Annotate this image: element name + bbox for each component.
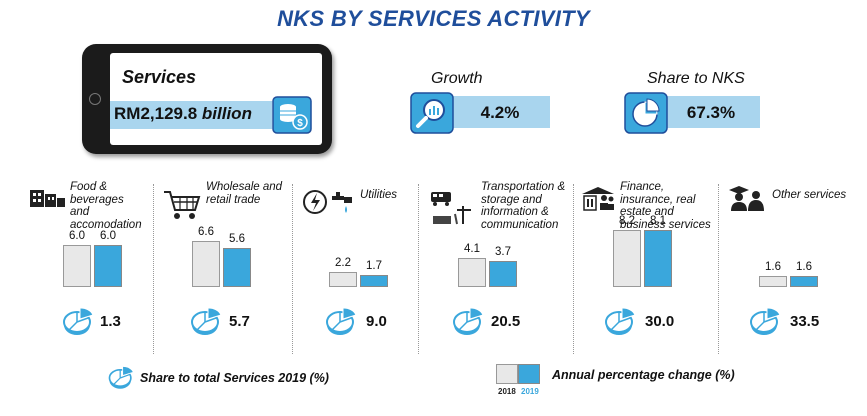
bar-label-2018-wholesale: 6.6 bbox=[198, 225, 214, 238]
legend-pie-icon bbox=[106, 364, 136, 392]
bar-2018-transport bbox=[458, 258, 486, 287]
bar-2019-wholesale bbox=[223, 247, 251, 287]
svg-text:$: $ bbox=[297, 118, 303, 129]
people-icon bbox=[729, 186, 764, 211]
bar-label-2019-transport: 3.7 bbox=[495, 246, 511, 259]
shopping-cart-icon bbox=[164, 191, 201, 219]
magnifier-chart-icon bbox=[410, 92, 454, 134]
sector-divider bbox=[292, 184, 293, 354]
sector-divider bbox=[718, 184, 719, 354]
sector-name-transport: Transportation & storage and information &… bbox=[481, 181, 566, 231]
share-value-transport: 20.5 bbox=[491, 313, 521, 330]
sector-name-wholesale: Wholesale and retail trade bbox=[206, 181, 283, 206]
growth-label: Growth bbox=[431, 70, 483, 87]
sector-divider bbox=[418, 184, 419, 354]
bar-label-2019-finance: 8.1 bbox=[650, 215, 666, 228]
utilities-icon bbox=[303, 190, 352, 214]
services-label: Services bbox=[122, 67, 197, 87]
share-value-other: 33.5 bbox=[790, 313, 820, 330]
coins-icon: $ bbox=[272, 96, 312, 134]
bar-2018-wholesale bbox=[192, 240, 220, 287]
legend-share-text: Share to total Services 2019 (%) bbox=[140, 371, 329, 385]
services-value-amount: RM2,129.8 bbox=[114, 104, 198, 123]
services-value-band bbox=[110, 101, 272, 129]
bar-label-2018-utilities: 2.2 bbox=[335, 256, 351, 269]
pie-chart-icon bbox=[624, 92, 668, 134]
legend-annual-text: Annual percentage change (%) bbox=[552, 368, 735, 382]
bar-label-2019-utilities: 1.7 bbox=[366, 260, 382, 273]
sector-name-other: Other services bbox=[772, 189, 847, 201]
bar-label-2018-finance: 8.2 bbox=[619, 214, 635, 227]
legend-year-2019: 2019 bbox=[521, 387, 539, 396]
sector-name-finance: Finance, insurance, real estate and busines… bbox=[620, 181, 711, 231]
bar-label-2019-other: 1.6 bbox=[796, 260, 812, 273]
sector-name-utilities: Utilities bbox=[360, 189, 398, 201]
tablet-home-button bbox=[89, 93, 101, 105]
bar-2019-food bbox=[94, 245, 122, 287]
bar-2019-other bbox=[790, 275, 818, 287]
sector-divider bbox=[573, 184, 574, 354]
share-value-utilities: 9.0 bbox=[366, 313, 387, 330]
bar-label-2018-other: 1.6 bbox=[765, 260, 781, 273]
share-pie-icon bbox=[189, 305, 223, 339]
legend-year-2018: 2018 bbox=[498, 387, 516, 396]
share-pie-icon bbox=[603, 305, 637, 339]
bar-2019-utilities bbox=[360, 275, 388, 287]
bar-label-2019-food: 6.0 bbox=[100, 230, 116, 242]
bar-2018-food bbox=[63, 245, 91, 287]
bar-label-2018-transport: 4.1 bbox=[464, 243, 480, 256]
share-pie-icon bbox=[61, 305, 95, 339]
share-nks-label: Share to NKS bbox=[647, 70, 745, 87]
services-value-unit: billion bbox=[201, 104, 252, 123]
bar-2019-transport bbox=[489, 261, 517, 287]
building-icon bbox=[30, 190, 65, 207]
bar-2018-utilities bbox=[329, 271, 357, 287]
bar-2018-other bbox=[759, 275, 787, 287]
services-value: RM2,129.8 billion bbox=[114, 104, 252, 124]
share-pie-icon bbox=[324, 305, 358, 339]
growth-value: 4.2% bbox=[480, 103, 520, 122]
bar-label-2018-food: 6.0 bbox=[69, 230, 85, 242]
share-value-wholesale: 5.7 bbox=[229, 313, 250, 330]
bar-2018-finance bbox=[613, 229, 641, 287]
bar-label-2019-wholesale: 5.6 bbox=[229, 232, 245, 245]
finance-icon bbox=[582, 187, 614, 211]
share-value-food: 1.3 bbox=[100, 313, 121, 330]
share-pie-icon bbox=[451, 305, 485, 339]
sector-divider bbox=[153, 184, 154, 354]
legend-swatch-2018 bbox=[496, 364, 518, 384]
sector-name-food: Food & beverages and accomodation bbox=[70, 181, 142, 231]
bar-2019-finance bbox=[644, 230, 672, 287]
share-pie-icon bbox=[748, 305, 782, 339]
legend-swatch-2019 bbox=[518, 364, 540, 384]
transport-icon bbox=[431, 192, 471, 225]
share-value-finance: 30.0 bbox=[645, 313, 675, 330]
share-nks-value: 67.3% bbox=[686, 103, 736, 122]
page-title: NKS BY SERVICES ACTIVITY bbox=[277, 6, 590, 31]
